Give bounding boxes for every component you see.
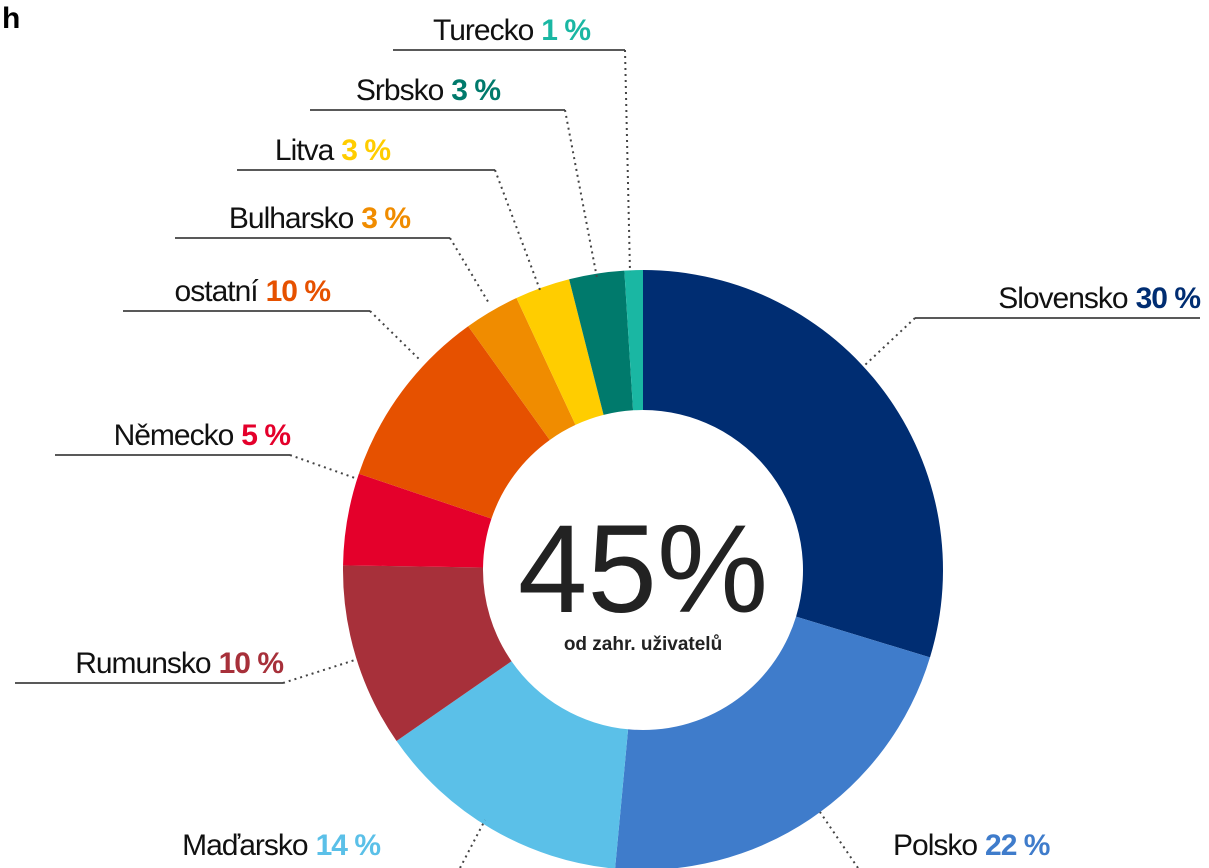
value-label: 5 % <box>241 419 290 452</box>
slice-label: Rumunsko 10 % <box>75 647 283 680</box>
slice <box>569 270 634 415</box>
slice <box>615 616 930 868</box>
value-label: 14 % <box>316 829 381 862</box>
slice <box>516 279 604 425</box>
slice-label: Bulharsko 3 % <box>229 202 410 235</box>
value-label: 3 % <box>361 202 410 235</box>
slice-label: Turecko 1 % <box>433 14 590 47</box>
category-name: Německo <box>114 419 234 452</box>
category-name: Srbsko <box>356 74 444 107</box>
value-label: 3 % <box>341 134 390 167</box>
slice <box>468 297 576 440</box>
value-label: 3 % <box>451 74 500 107</box>
leader-line <box>494 169 541 291</box>
category-name: ostatní <box>175 275 260 308</box>
leader-line <box>819 811 859 868</box>
slice-label: Slovensko 30 % <box>998 282 1200 315</box>
leader-line <box>282 659 356 684</box>
category-name: Rumunsko <box>75 647 211 680</box>
slice <box>343 565 512 742</box>
slice <box>358 326 550 519</box>
value-label: 1 % <box>541 14 590 47</box>
slice <box>643 270 943 658</box>
leader-line <box>459 819 486 868</box>
value-label: 10 % <box>219 647 284 680</box>
category-name: Turecko <box>433 14 534 47</box>
leader-line <box>449 237 491 306</box>
slice-label: Litva 3 % <box>275 134 390 167</box>
value-label: 30 % <box>1136 282 1201 315</box>
leader-line <box>564 109 598 279</box>
slice-label: ostatní 10 % <box>175 275 331 308</box>
slice <box>624 270 643 411</box>
slice <box>343 473 492 568</box>
category-name: Maďarsko <box>182 829 308 862</box>
category-name: Litva <box>275 134 335 167</box>
leader-line <box>369 310 421 361</box>
corner-text: h <box>2 2 20 35</box>
category-name: Slovensko <box>998 282 1128 315</box>
leader-line <box>624 49 631 273</box>
center-sublabel: od zahr. uživatelů <box>564 634 722 655</box>
category-name: Polsko <box>893 829 977 862</box>
slice-label: Srbsko 3 % <box>356 74 500 107</box>
slice <box>396 661 629 868</box>
value-label: 22 % <box>985 829 1050 862</box>
category-name: Bulharsko <box>229 202 354 235</box>
leader-line <box>289 454 356 479</box>
leader-line <box>864 317 916 366</box>
slice-label: Německo 5 % <box>114 419 291 452</box>
slice-label: Maďarsko 14 % <box>182 829 380 862</box>
center-label: 45% <box>518 500 768 639</box>
slice-label: Polsko 22 % <box>893 829 1050 862</box>
value-label: 10 % <box>266 275 331 308</box>
